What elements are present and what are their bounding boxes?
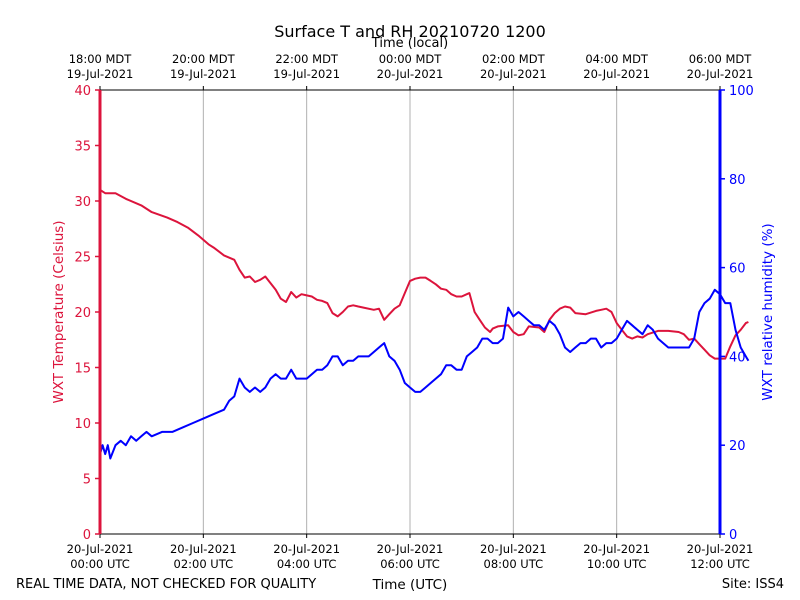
x-tick-time: 10:00 UTC — [587, 557, 647, 571]
x-tick-date: 20-Jul-2021 — [687, 542, 754, 556]
top-tick-date: 19-Jul-2021 — [170, 67, 237, 81]
top-tick-date: 20-Jul-2021 — [583, 67, 650, 81]
top-tick-time: 00:00 MDT — [379, 52, 443, 66]
x-tick-date: 20-Jul-2021 — [170, 542, 237, 556]
y-right-tick-label: 80 — [729, 173, 746, 188]
top-tick-time: 06:00 MDT — [689, 52, 753, 66]
bottom-axis-label: Time (UTC) — [372, 577, 448, 593]
y-right-tick-label: 60 — [729, 262, 746, 277]
right-axis-label: WXT relative humidity (%) — [760, 223, 776, 400]
x-tick-time: 02:00 UTC — [174, 557, 234, 571]
y-left-tick-label: 40 — [74, 84, 91, 99]
y-left-tick-label: 15 — [74, 362, 91, 377]
top-tick-date: 20-Jul-2021 — [377, 67, 444, 81]
y-left-tick-label: 20 — [74, 306, 91, 321]
x-tick-date: 20-Jul-2021 — [67, 542, 134, 556]
y-right-tick-label: 100 — [729, 84, 754, 99]
top-tick-time: 22:00 MDT — [275, 52, 339, 66]
top-tick-time: 02:00 MDT — [482, 52, 546, 66]
x-tick-date: 20-Jul-2021 — [377, 542, 444, 556]
y-right-tick-label: 40 — [729, 350, 746, 365]
y-left-tick-label: 5 — [83, 473, 91, 488]
x-tick-date: 20-Jul-2021 — [583, 542, 650, 556]
y-right-tick-label: 0 — [729, 528, 737, 543]
top-tick-time: 18:00 MDT — [69, 52, 133, 66]
x-tick-time: 04:00 UTC — [277, 557, 337, 571]
left-axis-label: WXT Temperature (Celsius) — [51, 220, 67, 403]
grid — [202, 90, 618, 534]
site-label: Site: ISS4 — [722, 577, 784, 592]
y-left-tick-label: 35 — [74, 140, 91, 155]
top-tick-time: 04:00 MDT — [585, 52, 649, 66]
y-left-tick-label: 25 — [74, 251, 91, 266]
top-tick-time: 20:00 MDT — [172, 52, 236, 66]
top-tick-date: 20-Jul-2021 — [687, 67, 754, 81]
y-left-tick-label: 0 — [83, 528, 91, 543]
x-tick-time: 08:00 UTC — [484, 557, 544, 571]
top-tick-date: 20-Jul-2021 — [480, 67, 547, 81]
y-right-tick-label: 20 — [729, 439, 746, 454]
humidity-line — [99, 288, 750, 460]
x-tick-date: 20-Jul-2021 — [480, 542, 547, 556]
x-tick-time: 00:00 UTC — [70, 557, 130, 571]
y-left-tick-label: 30 — [74, 195, 91, 210]
chart-title: Surface T and RH 20210720 1200 — [274, 22, 546, 41]
top-axis-label: Time (local) — [371, 36, 448, 51]
temperature-line — [99, 189, 749, 360]
x-tick-date: 20-Jul-2021 — [273, 542, 340, 556]
x-tick-time: 12:00 UTC — [690, 557, 750, 571]
x-tick-time: 06:00 UTC — [380, 557, 440, 571]
series-group — [99, 189, 750, 460]
top-tick-date: 19-Jul-2021 — [67, 67, 134, 81]
y-left-tick-label: 10 — [74, 417, 91, 432]
top-tick-date: 19-Jul-2021 — [273, 67, 340, 81]
quality-note: REAL TIME DATA, NOT CHECKED FOR QUALITY — [16, 577, 316, 592]
